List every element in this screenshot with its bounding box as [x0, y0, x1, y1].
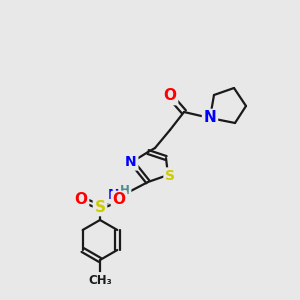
Text: S: S: [165, 169, 175, 183]
Text: H: H: [120, 184, 130, 196]
Text: N: N: [108, 188, 120, 202]
Text: CH₃: CH₃: [88, 274, 112, 286]
Text: O: O: [164, 88, 176, 104]
Text: O: O: [112, 193, 125, 208]
Text: S: S: [94, 200, 106, 214]
Text: O: O: [74, 193, 88, 208]
Text: N: N: [204, 110, 216, 125]
Text: N: N: [125, 155, 137, 169]
